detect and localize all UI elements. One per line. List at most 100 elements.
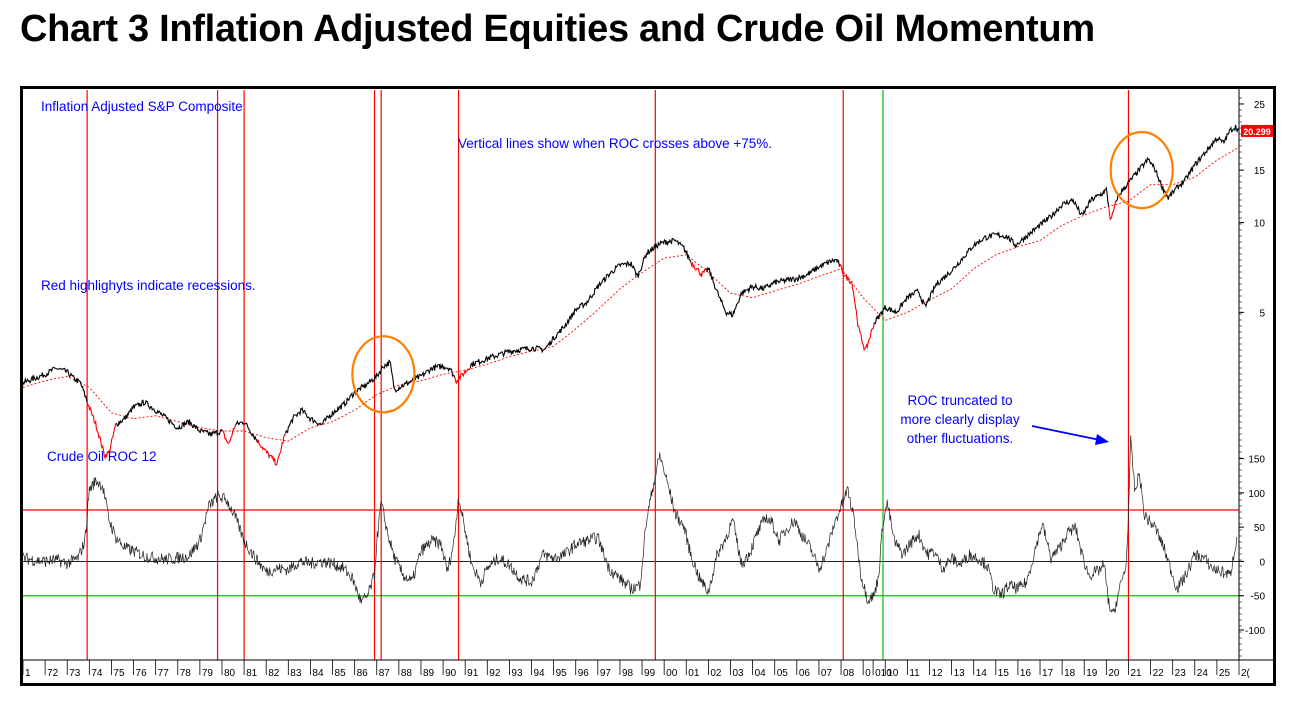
x-tick-label: 97 [600,668,612,679]
x-tick-label: 98 [622,668,634,679]
roc-ytick-label: 100 [1248,489,1265,500]
roc-ytick-label: 150 [1248,455,1265,466]
x-tick-label: 20 [1108,668,1120,679]
price-segment [115,399,223,438]
moving-average-line [22,146,1240,442]
x-tick-label: 84 [312,668,324,679]
x-tick-label: 19 [1086,668,1098,679]
price-segment [285,359,456,433]
chart-annotations: Inflation Adjusted S&P Composite Vertical… [41,99,1109,464]
x-tick-label: 25 [1219,668,1231,679]
x-tick-label: 81 [246,668,258,679]
price-segment [22,366,88,403]
x-tick-label: 0 [865,668,871,679]
chart-underlay [23,90,1239,660]
price-segment [235,419,259,444]
x-tick-label: 78 [180,668,192,679]
x-tick-label: 82 [268,668,280,679]
x-tick-label: 76 [136,668,148,679]
roc-ytick-label: 0 [1259,557,1265,568]
truncation-note-line-3: other fluctuations. [907,431,1014,446]
arrow-head [1095,434,1109,445]
x-tick-label: 72 [47,668,59,679]
x-tick-label: 73 [69,668,81,679]
x-tick-label: 74 [91,668,103,679]
x-tick-label: 80 [224,668,236,679]
x-tick-label: 99 [644,668,656,679]
truncation-note-line-1: ROC truncated to [907,393,1012,408]
x-tick-label: 22 [1153,668,1165,679]
price-segment [705,257,840,318]
x-tick-label: 16 [1020,668,1032,679]
x-tick-label: 08 [843,668,855,679]
x-tick-label: 94 [534,668,546,679]
x-tick-label: 02 [710,668,722,679]
vertical-lines-note: Vertical lines show when ROC crosses abo… [458,136,772,151]
x-tick-label: 87 [379,668,391,679]
roc-panel-title: Crude Oil ROC 12 [47,449,157,464]
x-tick-label: 04 [755,668,767,679]
recession-note: Red highlighyts indicate recessions. [41,278,256,293]
chart-container: 5 10 15 25 -100 -50 0 50 100 150 20.299 1 72 73 74 75 76… [20,86,1276,686]
top-ytick-label: 5 [1259,308,1265,319]
price-segment [1115,124,1240,202]
recession-segment [1108,200,1117,221]
top-ytick-label: 10 [1254,219,1266,230]
x-tick-label: 83 [290,668,302,679]
x-tick-label: 91 [467,668,479,679]
x-tick-label: 79 [202,668,214,679]
x-tick-label: 11 [909,668,920,679]
top-ytick-label: 15 [1254,166,1266,177]
x-tick-label: 13 [954,668,966,679]
x-tick-label: 03 [732,668,744,679]
x-tick-label: 12 [931,668,943,679]
x-tick-label: 05 [777,668,789,679]
x-tick-label: 07 [821,668,833,679]
roc-ytick-label: 50 [1254,523,1266,534]
roc-ytick-label: -100 [1245,626,1265,637]
highlight-ellipse-1 [1109,131,1174,210]
arrow-line [1031,425,1101,441]
x-tick-label: 24 [1197,668,1209,679]
last-value-label: 20.299 [1243,127,1271,137]
highlight-ellipse-0 [351,335,416,414]
recession-segment [690,261,707,278]
x-tick-label: 23 [1175,668,1187,679]
x-tick-label: 75 [113,668,125,679]
x-tick-label: 21 [1130,668,1142,679]
x-tick-label: 00 [666,668,678,679]
x-tick-label: 92 [489,668,501,679]
chart-marks [22,124,1240,613]
recession-segment [86,402,117,460]
roc-ytick-label: -50 [1251,592,1266,603]
x-tick-label: 010 [875,668,892,679]
x-tick-label: 93 [511,668,523,679]
x-tick-label: 15 [998,668,1010,679]
price-segment [469,237,692,368]
x-tick-label: 18 [1064,668,1076,679]
x-tick-label: 88 [401,668,413,679]
recession-segment [222,423,237,445]
x-tick-label: 01 [688,668,700,679]
top-ytick-label: 25 [1254,100,1266,111]
truncation-note-line-2: more clearly display [900,412,1020,427]
chart-border [20,86,1276,686]
roc-line [22,435,1238,613]
x-tick-label: 86 [357,668,369,679]
x-tick-label: 1 [25,668,31,679]
recession-segment [838,263,875,352]
top-panel-title: Inflation Adjusted S&P Composite [41,99,243,114]
x-tick-label: 96 [578,668,590,679]
price-segment [873,186,1110,325]
x-tick-label: 77 [158,668,170,679]
recession-segment [454,367,471,385]
recession-segment [256,430,287,466]
last-value-badge [1241,124,1273,137]
page-title: Chart 3 Inflation Adjusted Equities and … [20,8,1095,50]
x-tick-label: 14 [976,668,988,679]
x-tick-label: 10 [887,668,899,679]
x-tick-label: 89 [423,668,435,679]
x-tick-label: 2( [1241,668,1251,679]
